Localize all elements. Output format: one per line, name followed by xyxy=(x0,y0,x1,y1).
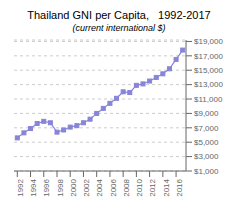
svg-text:2006: 2006 xyxy=(109,178,118,196)
svg-text:2012: 2012 xyxy=(148,178,157,196)
svg-text:1998: 1998 xyxy=(56,178,65,196)
svg-text:2004: 2004 xyxy=(95,178,104,196)
svg-text:$9,000: $9,000 xyxy=(194,109,219,118)
svg-text:2002: 2002 xyxy=(82,178,91,196)
svg-text:1994: 1994 xyxy=(29,178,38,196)
svg-text:$13,000: $13,000 xyxy=(194,80,223,89)
svg-text:2000: 2000 xyxy=(69,178,78,196)
svg-text:$5,000: $5,000 xyxy=(194,138,219,147)
svg-text:2014: 2014 xyxy=(162,178,171,196)
html-text:(current international $): (current international $) xyxy=(72,23,166,33)
svg-text:2010: 2010 xyxy=(135,178,144,196)
svg-text:$3,000: $3,000 xyxy=(194,152,219,161)
svg-text:2008: 2008 xyxy=(122,178,131,196)
html-text:Thailand GNI per Capita, 1992-: Thailand GNI per Capita, 1992-2017 xyxy=(27,9,211,21)
svg-text:$19,000: $19,000 xyxy=(194,37,223,46)
svg-text:$15,000: $15,000 xyxy=(194,66,223,75)
svg-text:$17,000: $17,000 xyxy=(194,52,223,61)
svg-text:$1,000: $1,000 xyxy=(194,167,219,176)
svg-text:1992: 1992 xyxy=(16,178,25,196)
svg-text:$11,000: $11,000 xyxy=(194,95,223,104)
svg-text:2016: 2016 xyxy=(175,178,184,196)
svg-text:1996: 1996 xyxy=(42,178,51,196)
svg-text:$7,000: $7,000 xyxy=(194,124,219,133)
